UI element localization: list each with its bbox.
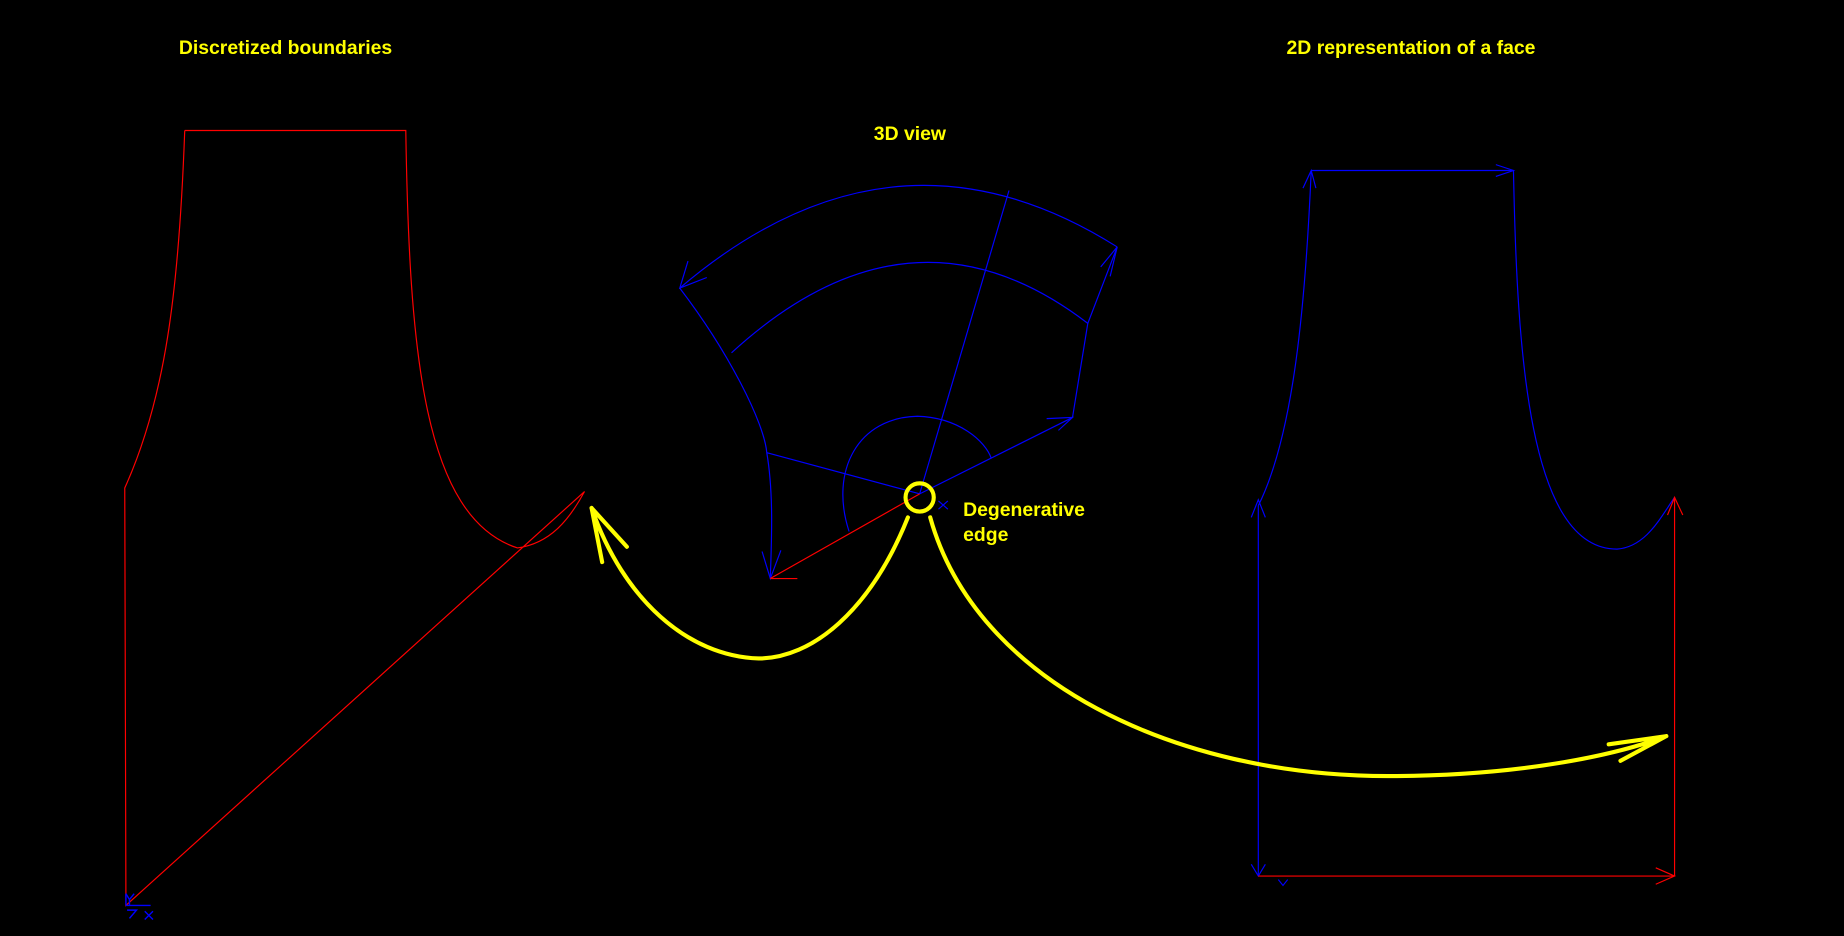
- arrowheads: [678, 246, 1118, 581]
- left-curved-edge: [679, 287, 773, 579]
- right-curve-edge: [1512, 170, 1676, 550]
- red-arrowheads: [1655, 495, 1684, 885]
- radial-edge-center: [919, 190, 1010, 495]
- axis-x-glyph: [938, 500, 949, 510]
- 2d-face-representation: [1250, 164, 1684, 887]
- arrow-to-right-panel: [928, 515, 1669, 779]
- radial-edge-left: [766, 452, 920, 495]
- blue-arrowheads: [1250, 164, 1516, 887]
- annotations: [589, 481, 1669, 779]
- degenerate-edge-marker: [903, 481, 936, 514]
- red-edge: [770, 493, 920, 580]
- left-panel-title: Discretized boundaries: [179, 37, 392, 59]
- left-axis-indicator: [125, 893, 154, 921]
- y-axis-glyph: [125, 893, 135, 906]
- 3d-view-wireframe: [678, 184, 1118, 581]
- x-axis-glyph: [144, 910, 154, 921]
- z-axis-glyph: [127, 909, 139, 919]
- discretized-boundary-outline: [124, 129, 586, 907]
- degenerative-edge-label-line1: Degenerative: [963, 499, 1085, 521]
- inner-arc-edge: [731, 261, 1089, 354]
- right-panel-title: 2D representation of a face: [1287, 37, 1536, 59]
- arrow-to-left-panel: [589, 505, 910, 661]
- small-arc: [842, 415, 992, 532]
- center-panel-title: 3D view: [874, 123, 947, 145]
- right-edge: [1071, 246, 1118, 418]
- outer-arc-edge: [679, 184, 1118, 289]
- degenerative-edge-label-line2: edge: [963, 524, 1008, 546]
- discretized-boundary-shape: [124, 129, 586, 907]
- radial-edge-right: [919, 416, 1073, 495]
- left-curve-edge: [1257, 170, 1312, 506]
